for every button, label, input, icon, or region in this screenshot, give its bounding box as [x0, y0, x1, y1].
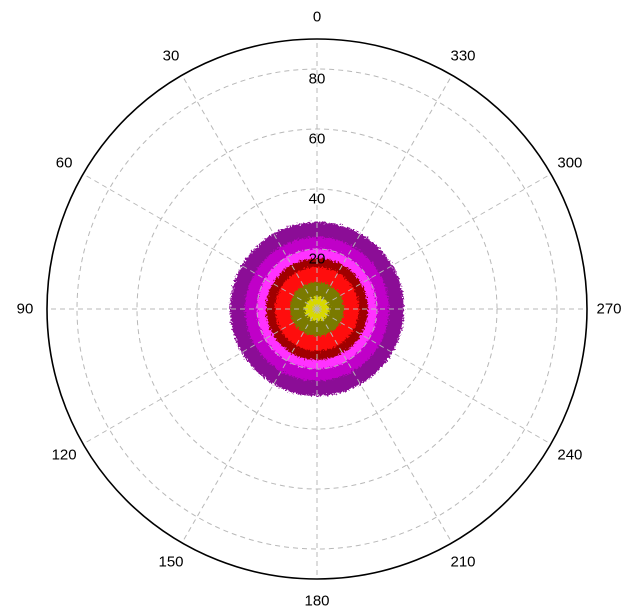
- outer-ring: [46, 38, 588, 580]
- angle-gridline-210: [316, 308, 453, 544]
- angle-tick-label-300: 300: [557, 155, 582, 172]
- angle-tick-label-90: 90: [17, 301, 34, 318]
- angle-tick-label-210: 210: [450, 553, 475, 570]
- radial-tick-label-40: 40: [309, 191, 326, 208]
- tick-labels: 0 30 60 90 120 150 180 210 240 270 300 330 20 40 60 80: [17, 9, 622, 610]
- angle-gridline-330: [316, 74, 453, 310]
- angle-gridline-240: [316, 308, 552, 445]
- angle-gridline-300: [316, 173, 552, 310]
- radial-tick-label-80: 80: [309, 71, 326, 88]
- radial-tick-label-60: 60: [309, 131, 326, 148]
- angle-tick-label-330: 330: [450, 48, 475, 65]
- angle-tick-label-60: 60: [56, 155, 73, 172]
- angle-tick-label-150: 150: [158, 553, 183, 570]
- angle-tick-label-240: 240: [557, 447, 582, 464]
- angle-tick-label-30: 30: [163, 48, 180, 65]
- radial-gridline-80: [76, 68, 558, 550]
- angle-tick-label-270: 270: [596, 301, 621, 318]
- angle-tick-label-180: 180: [304, 593, 329, 610]
- angle-gridline-60: [82, 173, 318, 310]
- radial-tick-label-20: 20: [309, 251, 326, 268]
- angle-tick-label-0: 0: [313, 9, 321, 26]
- angle-tick-label-120: 120: [52, 447, 77, 464]
- radial-gridline-20: [256, 248, 378, 370]
- polar-grid: [47, 39, 587, 579]
- angle-gridline-150: [181, 308, 318, 544]
- angle-gridline-120: [82, 308, 318, 445]
- angle-gridline-30: [181, 74, 318, 310]
